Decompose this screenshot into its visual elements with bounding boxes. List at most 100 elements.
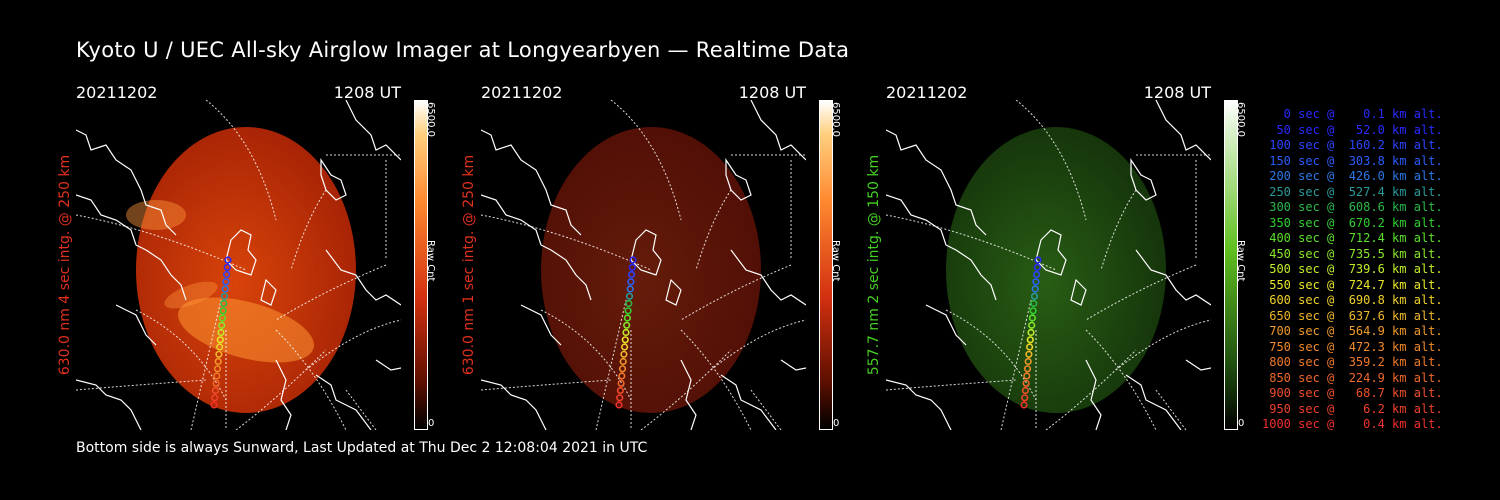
trajectory-point xyxy=(1031,285,1039,293)
panel-vertical-label: 630.0 nm 1 sec intg. @ 250 km xyxy=(461,154,477,376)
page-title: Kyoto U / UEC All-sky Airglow Imager at … xyxy=(76,38,850,62)
colorbar-min: 0 xyxy=(833,418,840,429)
trajectory-point xyxy=(1028,314,1036,322)
allsky-image xyxy=(886,100,1211,430)
panel-date: 20211202 xyxy=(886,83,968,102)
trajectory-point xyxy=(219,307,227,315)
legend-entry: 150 sec @ 303.8 km alt. xyxy=(1262,153,1443,168)
trajectory-point xyxy=(217,328,225,337)
trajectory-point xyxy=(218,321,226,329)
colorbar xyxy=(1224,100,1238,430)
legend-entry: 1000 sec @ 0.4 km alt. xyxy=(1262,417,1443,431)
trajectory-point xyxy=(627,278,635,286)
trajectory-point xyxy=(625,299,633,308)
aurora-patch xyxy=(164,281,218,309)
allsky-svg xyxy=(481,100,806,430)
panel-date: 20211202 xyxy=(76,83,158,102)
trajectory-point xyxy=(211,394,219,402)
rocket-trajectory xyxy=(615,256,637,409)
trajectory-point xyxy=(618,372,626,380)
trajectory-point xyxy=(623,314,631,322)
legend-entry: 100 sec @ 160.2 km alt. xyxy=(1262,138,1443,152)
panel-time: 1208 UT xyxy=(1143,83,1211,102)
trajectory-point xyxy=(223,263,231,271)
panel-time: 1208 UT xyxy=(333,83,401,102)
trajectory-point xyxy=(223,270,231,279)
trajectory-point xyxy=(1026,336,1034,344)
legend-entry: 250 sec @ 527.4 km alt. xyxy=(1262,184,1443,199)
trajectory-point xyxy=(1029,307,1037,315)
legend-entry: 550 sec @ 724.7 km alt. xyxy=(1262,277,1443,292)
legend-entry: 450 sec @ 735.5 km alt. xyxy=(1262,246,1443,261)
trajectory-point xyxy=(213,365,222,373)
legend-entry: 300 sec @ 608.6 km alt. xyxy=(1262,200,1443,214)
colorbar xyxy=(414,100,428,430)
trajectory-point xyxy=(218,314,226,322)
trajectory-point xyxy=(1030,299,1038,308)
trajectory-point xyxy=(623,321,631,329)
trajectory-point xyxy=(1025,350,1033,358)
allsky-svg xyxy=(886,100,1211,430)
trajectory-point xyxy=(620,350,628,358)
trajectory-point xyxy=(1023,365,1032,373)
legend-entry: 0 sec @ 0.1 km alt. xyxy=(1262,107,1443,121)
trajectory-point xyxy=(624,307,632,315)
trajectory-point xyxy=(621,343,629,351)
panel-vertical-label: 557.7 nm 2 sec intg. @ 150 km xyxy=(866,154,882,376)
trajectory-point xyxy=(1021,394,1029,402)
trajectory-point xyxy=(622,328,630,337)
sky-disk xyxy=(946,127,1166,413)
trajectory-point xyxy=(213,372,221,380)
panel-630nm-1sec: 20211202 1208 UT xyxy=(481,83,806,430)
trajectory-point xyxy=(1032,278,1040,286)
trajectory-point xyxy=(1026,343,1034,351)
trajectory-point xyxy=(215,350,223,358)
legend-entry: 200 sec @ 426.0 km alt. xyxy=(1262,169,1443,183)
legend-entry: 600 sec @ 690.8 km alt. xyxy=(1262,293,1443,307)
panel-time: 1208 UT xyxy=(738,83,806,102)
trajectory-point xyxy=(616,394,624,402)
trajectory-point xyxy=(224,256,232,264)
legend-entry: 900 sec @ 68.7 km alt. xyxy=(1262,386,1443,400)
trajectory-point xyxy=(617,379,625,387)
trajectory-point xyxy=(1020,401,1028,409)
trajectory-point xyxy=(1033,263,1041,271)
trajectory-point xyxy=(214,357,222,366)
sky-disk xyxy=(541,127,761,413)
trajectory-point xyxy=(216,336,224,344)
legend-entry: 950 sec @ 6.2 km alt. xyxy=(1262,401,1443,416)
coastline xyxy=(481,100,806,430)
trajectory-point xyxy=(222,278,230,286)
trajectory-point xyxy=(619,357,627,366)
trajectory-point xyxy=(216,343,224,351)
colorbar-min: 0 xyxy=(428,418,435,429)
trajectory-point xyxy=(621,336,629,344)
trajectory-point xyxy=(625,292,634,300)
legend-entry: 500 sec @ 739.6 km alt. xyxy=(1262,262,1443,276)
trajectory-point xyxy=(1023,372,1031,380)
trajectory-point xyxy=(1022,379,1030,387)
allsky-image xyxy=(76,100,401,430)
colorbar-min: 0 xyxy=(1238,418,1245,429)
trajectory-point xyxy=(626,285,634,293)
trajectory-point xyxy=(1034,256,1042,264)
trajectory-point xyxy=(211,386,219,395)
allsky-svg xyxy=(76,100,401,430)
aurora-patch xyxy=(126,200,186,230)
coastline xyxy=(76,100,401,430)
trajectory-point xyxy=(1027,328,1035,337)
panel-557nm-2sec: 20211202 1208 UT xyxy=(886,83,1211,430)
trajectory-point xyxy=(628,270,636,279)
sky-disk xyxy=(136,127,356,413)
trajectory-point xyxy=(220,292,229,300)
legend-entry: 700 sec @ 564.9 km alt. xyxy=(1262,324,1443,338)
trajectory-point xyxy=(1028,321,1036,329)
panel-vertical-label: 630.0 nm 4 sec intg. @ 250 km xyxy=(57,154,73,376)
trajectory-point xyxy=(628,263,636,271)
colorbar xyxy=(819,100,833,430)
trajectory-point xyxy=(616,386,624,395)
legend-entry: 750 sec @ 472.3 km alt. xyxy=(1262,339,1443,354)
legend-entry: 400 sec @ 712.4 km alt. xyxy=(1262,231,1443,245)
trajectory-point xyxy=(210,401,218,409)
trajectory-point xyxy=(615,401,623,409)
